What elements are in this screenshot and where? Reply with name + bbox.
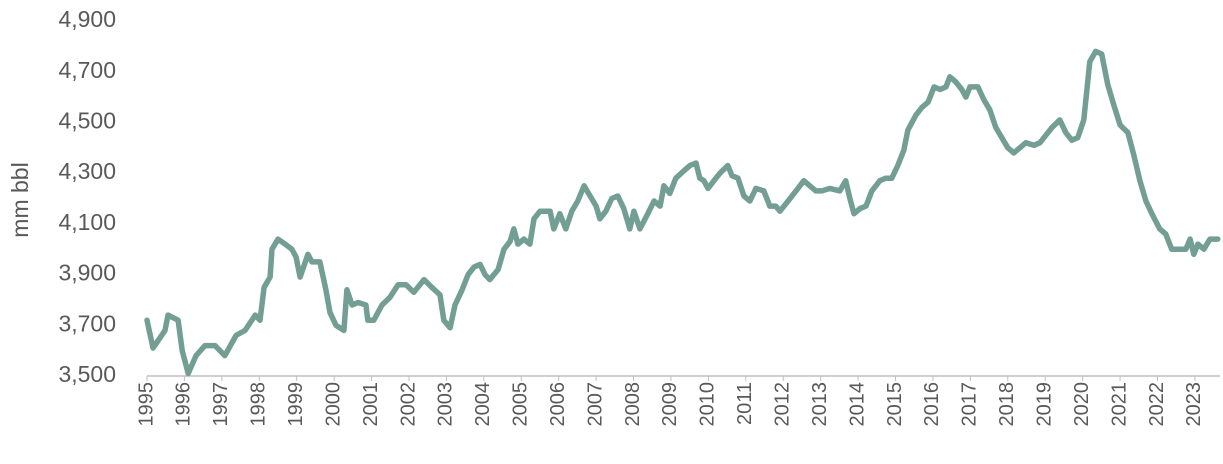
x-tick-label: 2010: [697, 382, 719, 427]
x-tick-label: 2013: [809, 382, 831, 427]
x-tick-label: 2018: [996, 382, 1018, 427]
y-tick-label: 4,500: [58, 108, 116, 134]
y-tick-label: 4,100: [58, 209, 116, 235]
x-tick-label: 2008: [622, 382, 644, 427]
x-tick-label: 2002: [397, 382, 419, 427]
x-tick-label: 2000: [322, 382, 344, 427]
y-tick-label: 3,900: [58, 260, 116, 286]
y-tick-label: 3,500: [58, 361, 116, 387]
x-tick-label: 2017: [959, 382, 981, 427]
x-tick-label: 2020: [1071, 382, 1093, 427]
y-tick-label: 4,700: [58, 57, 116, 83]
y-tick-label: 4,300: [58, 158, 116, 184]
x-tick-label: 1997: [210, 382, 232, 427]
x-tick-label: 1998: [248, 382, 270, 427]
x-tick-label: 2005: [510, 382, 532, 427]
y-tick-label: 3,700: [58, 310, 116, 336]
x-tick-label: 2001: [360, 382, 382, 427]
x-tick-label: 2007: [584, 382, 606, 427]
x-tick-label: 2012: [772, 382, 794, 427]
x-tick-label: 2009: [659, 382, 681, 427]
x-tick-label: 1995: [135, 382, 157, 427]
x-tick-label: 2015: [884, 382, 906, 427]
x-tick-label: 2023: [1183, 382, 1205, 427]
x-tick-label: 2022: [1146, 382, 1168, 427]
data-line: [144, 48, 1221, 377]
y-axis-title: mm bbl: [7, 162, 33, 237]
x-tick-label: 1996: [173, 382, 195, 427]
x-tick-label: 2014: [846, 382, 868, 427]
x-tick-label: 2019: [1034, 382, 1056, 427]
x-tick-label: 2006: [547, 382, 569, 427]
x-tick-label: 2004: [472, 382, 494, 427]
x-tick-label: 2011: [734, 382, 756, 425]
y-tick-label: 4,900: [58, 6, 116, 32]
x-tick-label: 1999: [285, 382, 307, 427]
x-tick-label: 2016: [921, 382, 943, 427]
x-tick-label: 2021: [1108, 382, 1130, 427]
x-tick-label: 2003: [435, 382, 457, 427]
